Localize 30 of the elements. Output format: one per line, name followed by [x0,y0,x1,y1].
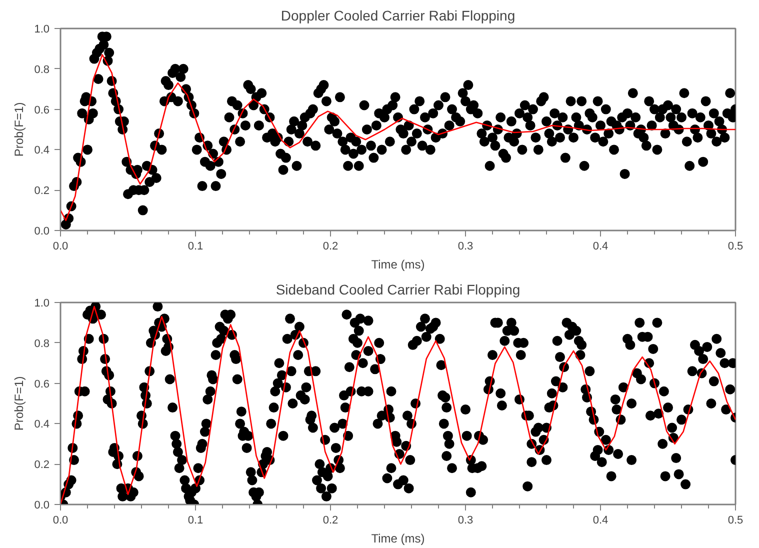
y-tick-label: 0.0 [34,500,50,512]
y-tick-label: 0.6 [34,378,50,390]
y-tick-label: 1.0 [34,298,50,310]
x-tick-label: 0.3 [458,240,474,252]
x-tick-label: 0.4 [592,240,608,252]
y-tick-label: 0.4 [34,144,50,157]
y-tick-label: 0.6 [34,104,50,116]
x-tick-label: 0.1 [188,514,204,526]
x-tick-label: 0.1 [188,240,204,252]
x-tick-label: 0.2 [322,514,338,526]
x-tick-label: 0.4 [592,514,608,526]
y-tick-label: 0.4 [34,418,50,431]
y-tick-label: 0.8 [34,338,50,350]
x-tick-label: 0.5 [728,240,744,252]
y-tick-label: 1.0 [34,24,50,36]
x-tick-label: 0.2 [322,240,338,252]
y-tick-label: 0.8 [34,64,50,76]
y-tick-label: 0.2 [34,459,50,472]
x-tick-label: 0.3 [458,514,474,526]
y-tick-label: 0.2 [34,185,50,198]
x-tick-label: 0.0 [52,240,68,252]
x-tick-label: 0.0 [52,514,68,526]
y-tick-label: 0.0 [34,226,50,238]
y-axis-title: Prob(F=1) [12,376,26,431]
chart-title: Doppler Cooled Carrier Rabi Flopping [280,8,516,24]
x-tick-label: 0.5 [728,514,744,526]
y-axis-title: Prob(F=1) [12,102,26,157]
x-axis-title: Time (ms) [371,532,425,546]
x-axis-title: Time (ms) [371,258,425,272]
chart-title: Sideband Cooled Carrier Rabi Flopping [276,282,520,298]
